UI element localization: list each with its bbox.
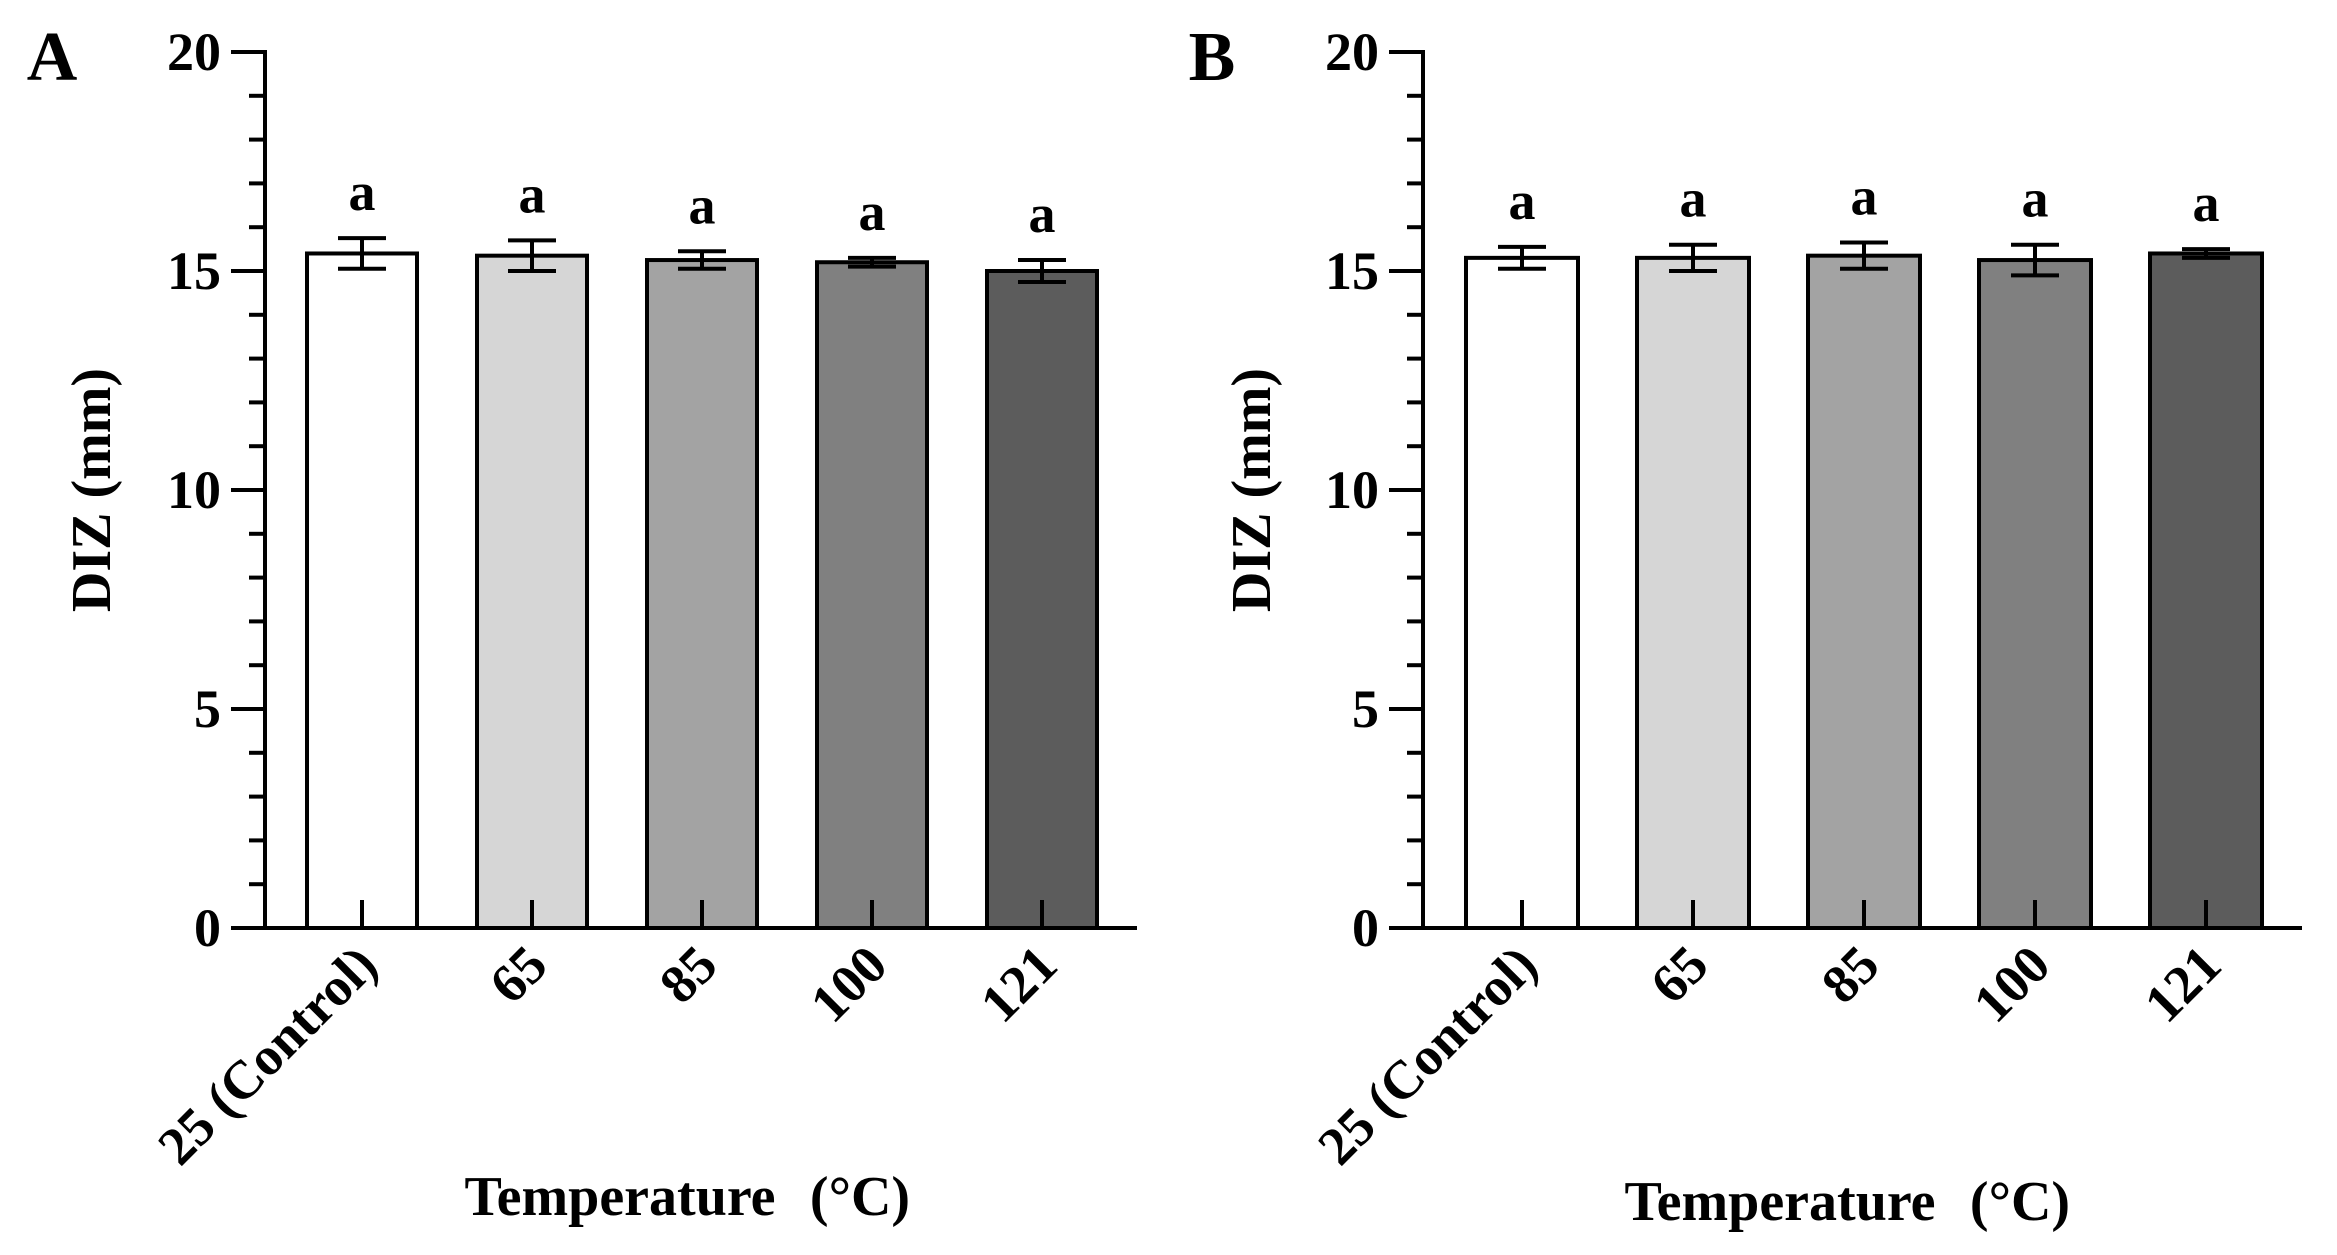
significance-label: a [519, 164, 546, 224]
x-tick-label: 25 (Control) [146, 934, 388, 1176]
bar [1635, 255, 1751, 930]
bar [1806, 253, 1922, 931]
x-axis-title: Temperature [464, 1166, 775, 1228]
x-tick-label: 85 [648, 934, 729, 1015]
x-tick-label: 65 [1639, 934, 1720, 1015]
y-tick-label: 10 [1325, 460, 1379, 520]
x-axis-unit: (°C) [1970, 1171, 2070, 1233]
y-tick-label: 5 [194, 679, 221, 739]
bar [2148, 251, 2264, 931]
significance-label: a [349, 162, 376, 222]
significance-label: a [1509, 171, 1536, 231]
bar [1464, 255, 1580, 930]
panel-a: Aa 25 (Control) a 65 a 85 a 100 a 121 0 5 10 15 20 DIZ … [27, 19, 1137, 1228]
significance-label: a [1680, 169, 1707, 229]
x-axis-unit: (°C) [810, 1166, 910, 1228]
bar [1977, 258, 2093, 930]
y-tick-label: 15 [167, 241, 221, 301]
x-tick-label: 85 [1810, 934, 1891, 1015]
x-tick-label: 100 [799, 934, 899, 1034]
y-axis-title: DIZ (mm) [1221, 368, 1283, 612]
x-axis-title: Temperature [1624, 1171, 1935, 1233]
bar [645, 258, 759, 930]
bar [985, 269, 1099, 930]
bar [305, 251, 419, 931]
y-axis-title: DIZ (mm) [61, 368, 123, 612]
significance-label: a [1029, 184, 1056, 244]
y-tick-label: 0 [194, 898, 221, 958]
bar [815, 260, 929, 930]
y-tick-label: 20 [167, 22, 221, 82]
y-tick-label: 5 [1352, 679, 1379, 739]
significance-label: a [2022, 169, 2049, 229]
significance-label: a [1851, 167, 1878, 227]
y-tick-label: 15 [1325, 241, 1379, 301]
panel-b: Ba 25 (Control) a 65 a 85 a 100 a 121 0 5 10 15 20 DIZ … [1189, 19, 2302, 1233]
x-tick-label: 25 (Control) [1306, 934, 1548, 1176]
x-tick-label: 100 [1962, 934, 2062, 1034]
x-tick-label: 121 [969, 934, 1069, 1034]
y-tick-label: 0 [1352, 898, 1379, 958]
bar [475, 253, 589, 931]
significance-label: a [2193, 173, 2220, 233]
panel-label: B [1189, 19, 1236, 96]
x-tick-label: 121 [2133, 934, 2233, 1034]
significance-label: a [859, 182, 886, 242]
y-tick-label: 20 [1325, 22, 1379, 82]
significance-label: a [689, 175, 716, 235]
panel-label: A [27, 19, 78, 96]
y-tick-label: 10 [167, 460, 221, 520]
x-tick-label: 65 [478, 934, 559, 1015]
